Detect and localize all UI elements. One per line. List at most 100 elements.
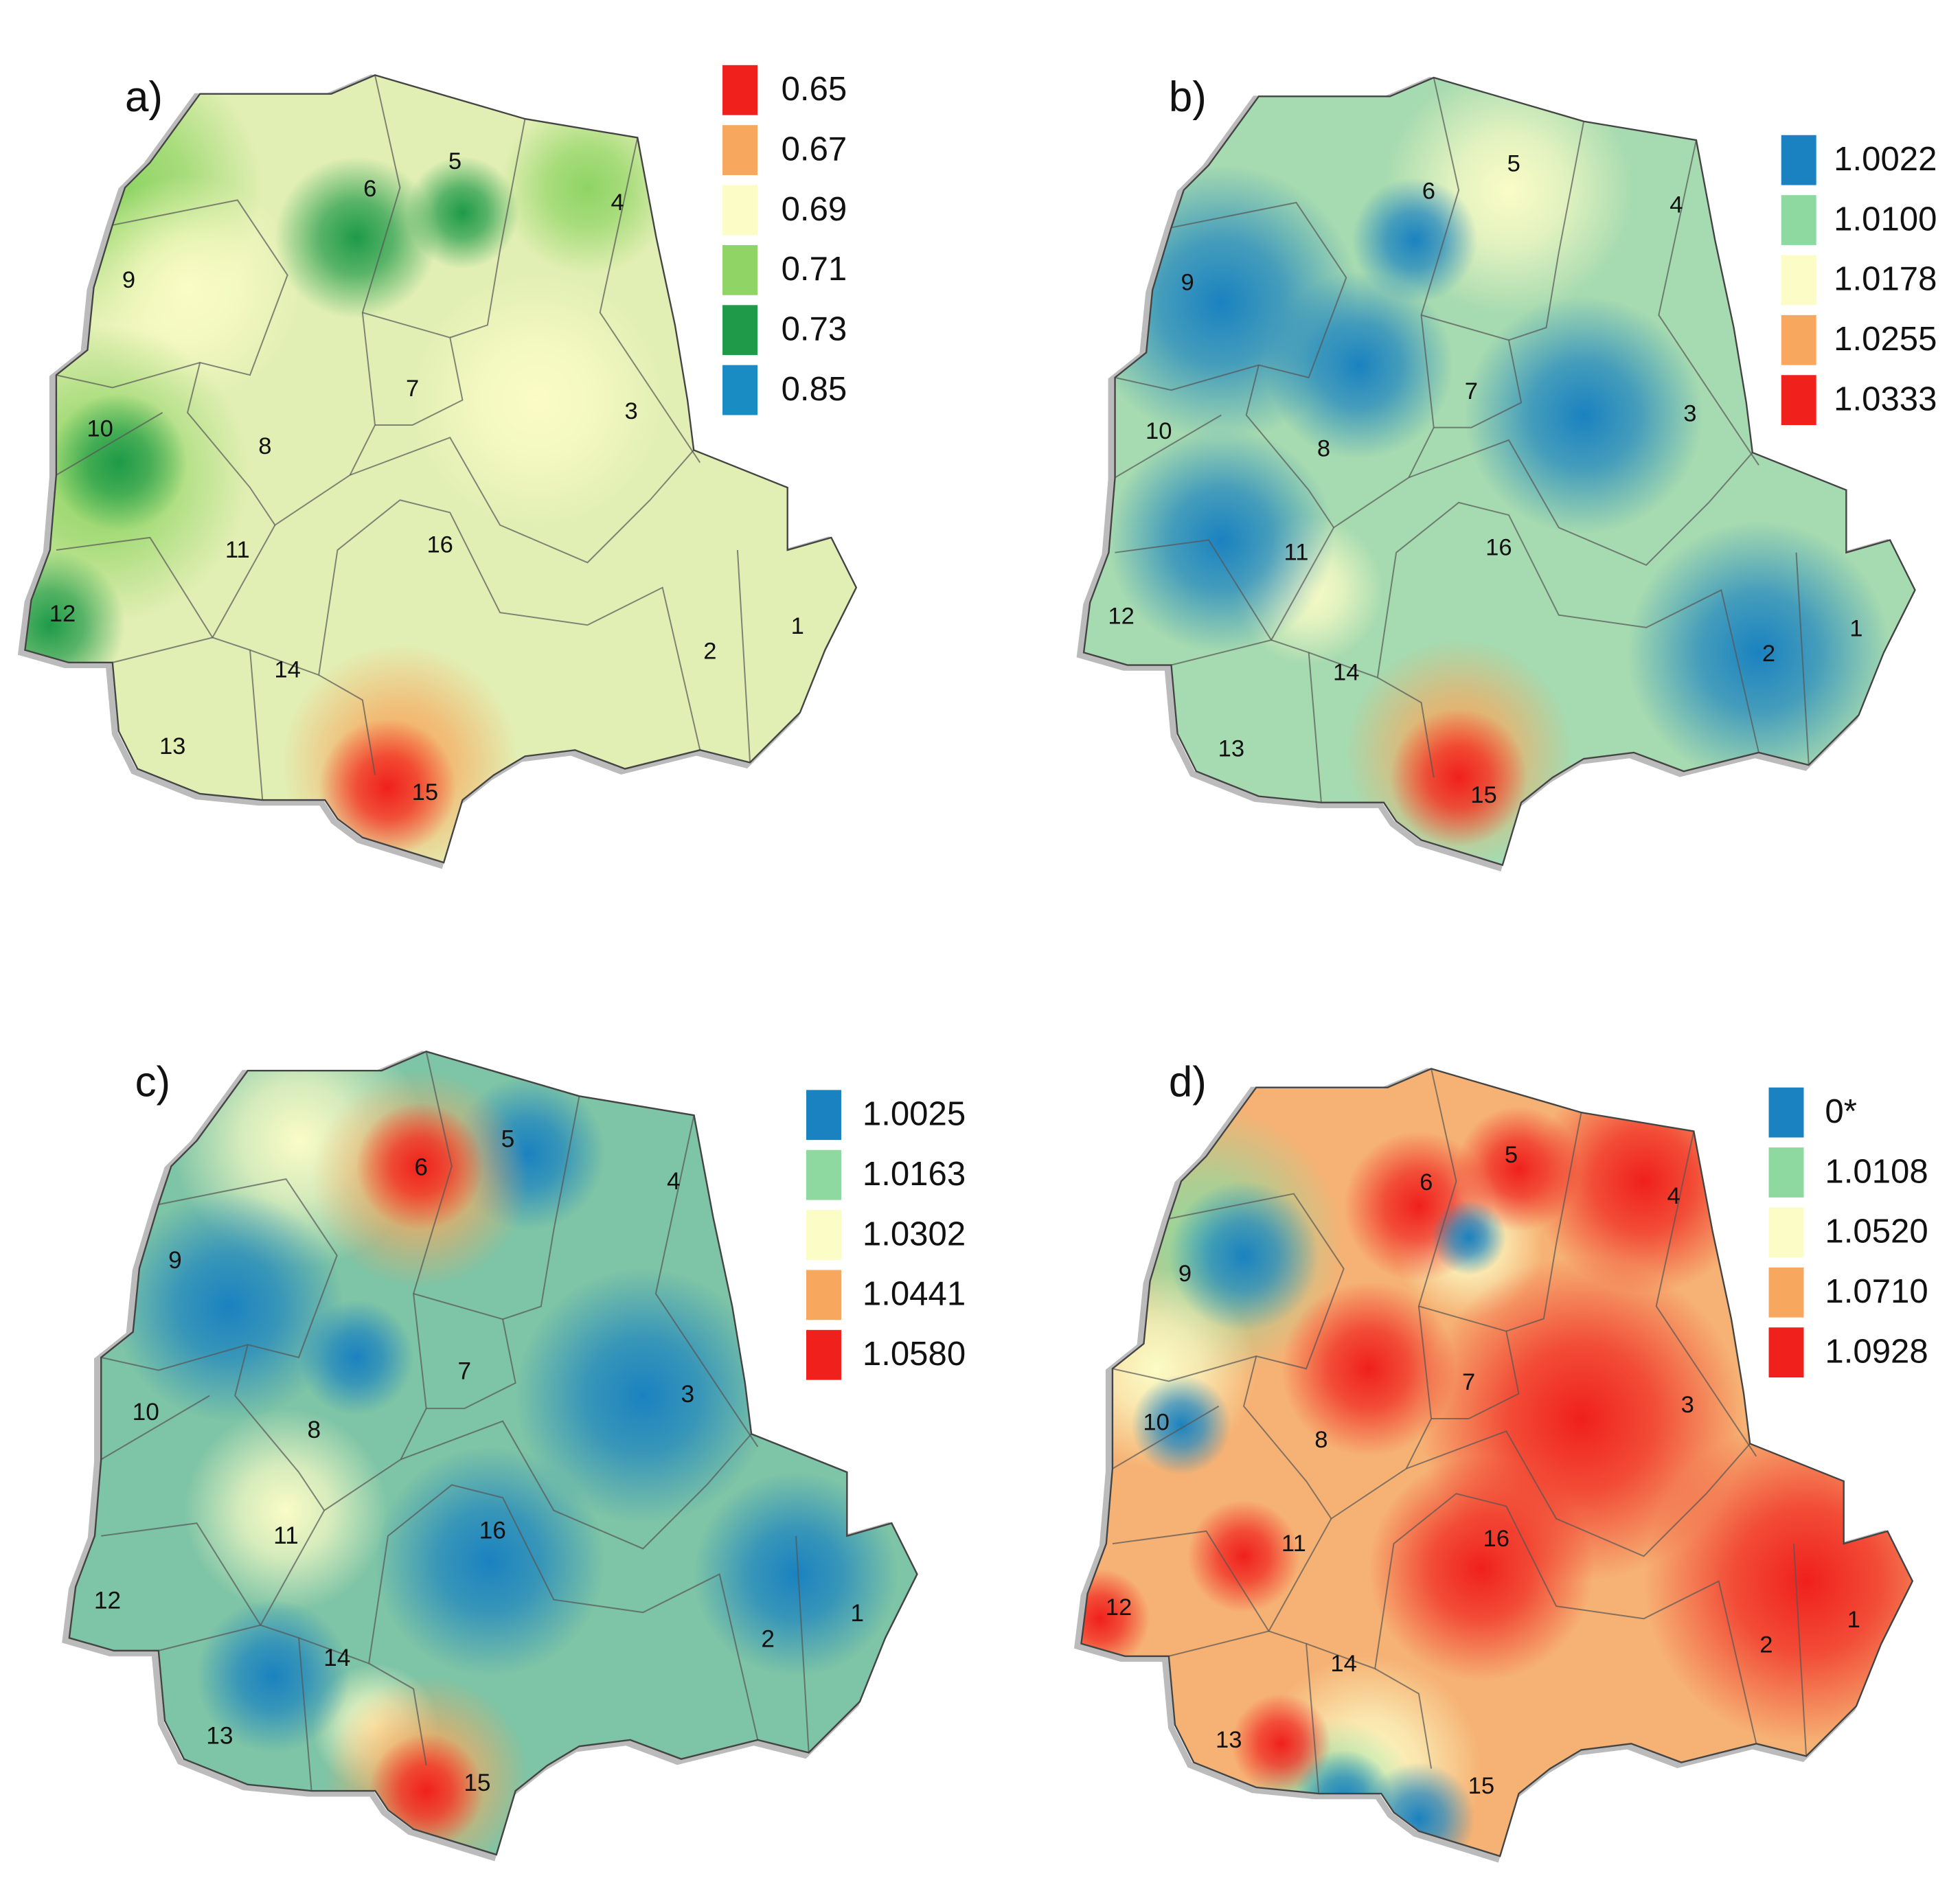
region-boundary xyxy=(259,1510,326,1792)
heat-blob xyxy=(1131,1375,1231,1475)
heat-blob xyxy=(375,1446,605,1677)
heat-blob xyxy=(1362,1762,1475,1857)
region-label: 11 xyxy=(225,537,250,563)
region-label: 13 xyxy=(1216,1727,1242,1753)
legend-label: 1.0580 xyxy=(863,1336,966,1373)
heat-blob xyxy=(1187,1500,1300,1613)
region-label: 4 xyxy=(611,190,624,216)
legend-swatch xyxy=(806,1210,841,1260)
region-label: 2 xyxy=(1759,1632,1773,1658)
region-label: 1 xyxy=(850,1600,864,1627)
region-boundary xyxy=(1658,139,1759,466)
region-label: 9 xyxy=(168,1247,182,1274)
region-boundary xyxy=(1112,1193,1345,1382)
map-outline xyxy=(1082,76,1916,867)
region-boundary xyxy=(368,1662,427,1766)
legend-swatch xyxy=(1781,135,1816,185)
region-boundary xyxy=(736,549,751,763)
region-boundary xyxy=(795,1535,810,1753)
region-label: 16 xyxy=(479,1518,506,1544)
region-label: 7 xyxy=(406,376,419,402)
region-boundary xyxy=(1421,314,1523,428)
heat-blob xyxy=(515,1268,771,1524)
region-boundary xyxy=(1115,201,1347,391)
legend-label: 0.69 xyxy=(782,191,847,228)
heat-blob xyxy=(412,275,663,525)
heat-blob xyxy=(406,156,519,269)
region-label: 10 xyxy=(1143,1409,1169,1435)
region-boundary xyxy=(654,1114,759,1447)
region-label: 5 xyxy=(501,1126,515,1153)
region-label: 12 xyxy=(1108,603,1134,629)
heat-surface xyxy=(69,1051,918,1855)
region-boundary xyxy=(186,362,694,564)
region-boundary xyxy=(1306,1493,1757,1744)
region-label: 16 xyxy=(1485,534,1512,560)
legend-swatch xyxy=(806,1090,841,1141)
region-boundary xyxy=(1508,121,1585,341)
region-label: 15 xyxy=(1470,782,1496,808)
region-boundary xyxy=(56,411,163,476)
legend-swatch xyxy=(1781,255,1816,306)
region-boundary xyxy=(1505,1112,1582,1332)
region-label: 15 xyxy=(1468,1773,1494,1799)
region-boundary xyxy=(1377,676,1435,778)
region-label: 12 xyxy=(94,1588,121,1614)
region-label: 15 xyxy=(412,779,438,805)
region-boundary xyxy=(1418,1305,1520,1420)
heat-blob xyxy=(1352,177,1478,303)
region-label: 2 xyxy=(761,1625,775,1652)
region-boundary xyxy=(100,1395,210,1461)
region-boundary xyxy=(56,199,288,389)
region-label: 5 xyxy=(1507,151,1520,177)
region-label: 1 xyxy=(1849,616,1862,642)
region-label: 16 xyxy=(1483,1526,1509,1552)
heat-blob xyxy=(1168,1181,1319,1331)
legend-swatch xyxy=(722,65,758,115)
heat-blob xyxy=(1369,1456,1594,1682)
region-label: 4 xyxy=(1670,192,1683,218)
legend-swatch xyxy=(722,305,758,356)
region-label: 11 xyxy=(1284,540,1309,566)
legend-label: 0* xyxy=(1825,1093,1856,1130)
region-label: 5 xyxy=(448,148,461,174)
region-label: 6 xyxy=(363,176,376,202)
heat-blob xyxy=(1390,709,1528,847)
region-boundary xyxy=(1115,539,1273,666)
region-label: 8 xyxy=(258,433,271,459)
region-boundary xyxy=(101,1522,262,1651)
legend-label: 0.85 xyxy=(782,371,847,408)
region-label: 8 xyxy=(1317,436,1330,462)
heat-blob xyxy=(1431,1200,1507,1275)
legend-label: 0.73 xyxy=(782,311,847,348)
region-label: 14 xyxy=(274,657,300,683)
legend-label: 1.0163 xyxy=(863,1156,966,1193)
map-outline xyxy=(1080,1068,1914,1857)
heat-blob xyxy=(1264,271,1453,459)
region-boundary xyxy=(413,1293,516,1410)
heat-blob xyxy=(113,1191,343,1421)
region-boundary xyxy=(1112,1530,1270,1657)
legend-label: 1.0100 xyxy=(1834,201,1937,238)
region-boundary xyxy=(101,1178,338,1371)
legend-label: 1.0710 xyxy=(1825,1273,1928,1310)
region-label: 9 xyxy=(1178,1261,1192,1287)
region-label: 3 xyxy=(681,1381,694,1408)
region-label: 8 xyxy=(307,1417,321,1443)
heat-blob xyxy=(299,1300,414,1415)
region-label: 6 xyxy=(1420,1169,1433,1195)
region-boundary xyxy=(1267,1518,1332,1794)
legend-label: 1.0255 xyxy=(1834,321,1937,358)
region-label: 14 xyxy=(323,1645,350,1671)
legend-swatch xyxy=(1768,1267,1804,1318)
legend-label: 1.0520 xyxy=(1825,1213,1928,1250)
region-boundary xyxy=(234,1344,752,1550)
region-label: 3 xyxy=(625,398,638,424)
region-boundary xyxy=(1795,552,1810,766)
region-boundary xyxy=(449,118,526,339)
map-outline xyxy=(24,74,858,864)
legend-swatch xyxy=(1768,1147,1804,1198)
